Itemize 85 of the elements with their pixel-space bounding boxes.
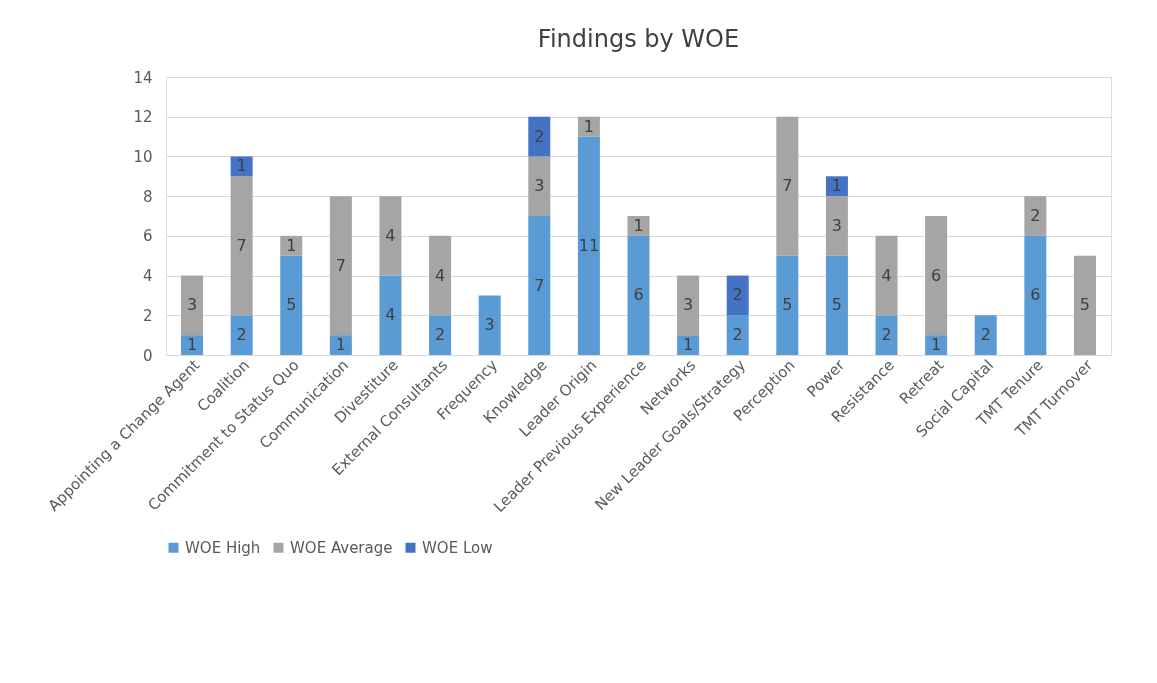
legend-label: WOE Average	[290, 538, 393, 557]
bar	[726, 275, 749, 316]
bar	[726, 315, 749, 355]
y-tick-label: 4	[142, 267, 153, 286]
bar	[1073, 255, 1096, 355]
chart-title: Findings by WOE	[537, 25, 740, 53]
data-label: 3	[484, 315, 495, 335]
data-label: 1	[286, 235, 297, 255]
bar	[429, 315, 452, 355]
bar	[677, 275, 700, 336]
bar	[379, 196, 402, 276]
data-label: 2	[1030, 206, 1041, 225]
y-tick-label: 12	[133, 108, 153, 127]
data-label: 4	[881, 265, 892, 285]
y-tick-label: 8	[142, 187, 153, 206]
bar	[627, 235, 650, 355]
bar	[280, 255, 303, 355]
bar	[875, 315, 898, 355]
data-label: 6	[633, 285, 644, 305]
bar	[379, 275, 402, 355]
bar	[230, 156, 253, 177]
data-label: 1	[683, 335, 694, 355]
data-label: 1	[831, 176, 843, 196]
bar	[875, 235, 898, 316]
legend-label: WOE Low	[422, 538, 493, 557]
data-label: 4	[385, 305, 396, 325]
data-label: 7	[782, 176, 793, 196]
bar	[1024, 235, 1047, 355]
y-tick-label: 2	[142, 306, 153, 325]
data-label: 5	[286, 295, 297, 315]
bar	[429, 235, 452, 316]
data-label: 5	[1079, 295, 1091, 315]
bar	[776, 255, 799, 355]
data-label: 6	[1030, 285, 1041, 305]
bar	[825, 176, 848, 197]
data-label: 4	[385, 225, 396, 245]
bar	[230, 315, 253, 355]
y-tick-label: 6	[142, 227, 153, 246]
data-label: 11	[578, 235, 600, 255]
bar	[329, 196, 352, 336]
data-label: 5	[831, 295, 843, 315]
data-label: 1	[236, 156, 247, 176]
bar	[181, 275, 204, 336]
bar	[577, 136, 600, 355]
bar	[528, 116, 551, 157]
data-label: 7	[236, 235, 247, 255]
data-label: 2	[434, 325, 446, 345]
bar	[825, 255, 848, 355]
data-label: 2	[732, 285, 743, 305]
data-label: 3	[186, 295, 198, 315]
data-label: 1	[931, 335, 942, 355]
bar	[478, 295, 501, 355]
data-label: 2	[732, 325, 743, 345]
bar	[329, 335, 352, 355]
bar	[627, 216, 650, 236]
y-tick-label: 10	[133, 147, 153, 166]
data-label: 2	[236, 325, 247, 345]
data-label: 7	[534, 275, 545, 295]
bar	[528, 216, 551, 355]
data-label: 3	[831, 215, 843, 235]
bar	[1024, 196, 1047, 236]
data-label: 3	[534, 176, 545, 196]
legend-label: WOE High	[185, 538, 261, 557]
data-label: 4	[434, 265, 446, 285]
data-label: 1	[633, 215, 644, 235]
bar	[528, 156, 551, 216]
y-tick-label: 0	[142, 346, 153, 365]
data-label: 1	[583, 116, 594, 136]
data-label: 6	[931, 265, 942, 285]
data-label: 7	[335, 255, 346, 275]
data-label: 2	[534, 126, 545, 146]
bar	[776, 116, 799, 256]
data-label: 1	[186, 335, 198, 355]
data-label: 5	[782, 295, 793, 315]
bar	[925, 216, 948, 336]
data-label: 3	[683, 295, 694, 315]
bar	[577, 116, 600, 137]
data-label: 2	[980, 325, 991, 345]
bar	[825, 196, 848, 256]
bar	[974, 315, 997, 355]
bar	[230, 176, 253, 316]
bar	[280, 235, 303, 256]
y-tick-label: 14	[133, 68, 153, 87]
data-label: 1	[335, 335, 346, 355]
data-label: 2	[881, 325, 892, 345]
